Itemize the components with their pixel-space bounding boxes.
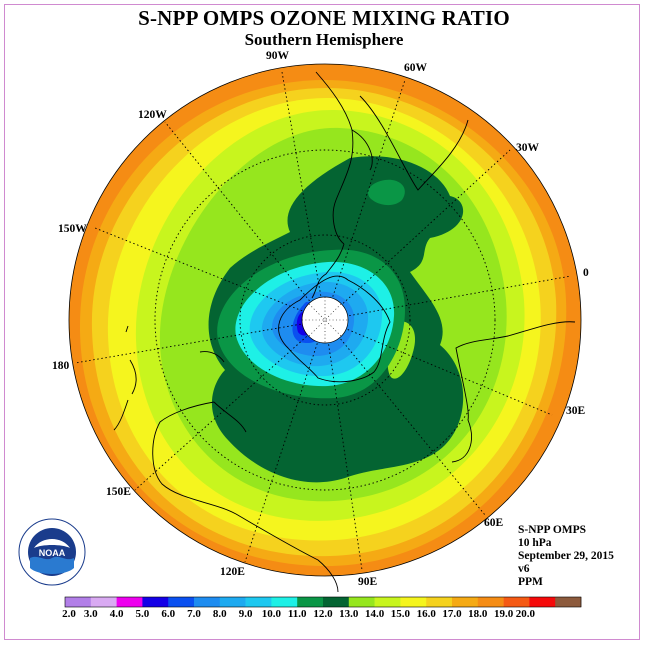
- lon-label-120e: 120E: [220, 566, 245, 578]
- lon-label-0: 0: [583, 267, 589, 279]
- meridian-line: [324, 319, 363, 571]
- map-outline: [68, 63, 582, 577]
- lon-label-30w: 30W: [516, 142, 539, 154]
- meridian-line: [308, 303, 342, 337]
- colorbar-segment: [452, 597, 479, 607]
- meridian-line: [308, 303, 342, 337]
- colorbar-segment: [116, 597, 143, 607]
- colorbar-segment: [168, 597, 195, 607]
- lon-label-90e: 90E: [358, 576, 378, 588]
- lon-label-90w: 90W: [266, 50, 289, 62]
- lon-label-60e: 60E: [484, 517, 504, 529]
- colorbar-tick-label: 15.0: [390, 608, 411, 620]
- colorbar-tick-label: 17.0: [442, 608, 462, 620]
- colorbar-segment: [297, 597, 324, 607]
- colorbar: [64, 596, 582, 608]
- colorbar-segment: [374, 597, 401, 607]
- graticule: [74, 71, 572, 571]
- chart-subtitle: Southern Hemisphere: [244, 30, 404, 49]
- info-level: 10 hPa: [518, 537, 552, 549]
- colorbar-tick-label: 20.0: [515, 608, 536, 620]
- africa-coast: [451, 321, 576, 463]
- chart-title: S-NPP OMPS OZONE MIXING RATIO: [138, 6, 510, 30]
- noaa-logo: NOAA: [18, 518, 86, 586]
- colorbar-segment: [65, 597, 92, 607]
- island-coast: [199, 351, 225, 363]
- colorbar-segment: [426, 597, 453, 607]
- colorbar-tick-label: 9.0: [238, 608, 253, 620]
- australia-coast: [152, 401, 339, 593]
- colorbar-tick-label: 6.0: [161, 608, 176, 620]
- antarctica-coast: [278, 275, 391, 383]
- meridian-line: [324, 79, 406, 321]
- meridian-line: [134, 319, 326, 491]
- lon-label-60w: 60W: [404, 62, 427, 74]
- island-coast: [125, 325, 129, 333]
- ozone-band-11-ring: [367, 179, 405, 206]
- logo-text: NOAA: [39, 548, 66, 558]
- meridian-line: [324, 149, 511, 321]
- colorbar-tick-label: 8.0: [212, 608, 227, 620]
- colorbar-segment: [477, 597, 504, 607]
- colorbar-segment: [400, 597, 427, 607]
- colorbar-tick-label: 2.0: [62, 608, 76, 620]
- meridian-line: [244, 319, 326, 563]
- colorbar-tick-label: 11.0: [287, 608, 307, 620]
- colorbar-outline: [64, 596, 582, 608]
- lon-label-180: 180: [52, 360, 70, 372]
- new-zealand-coast: [113, 399, 129, 431]
- figure-frame: [4, 4, 640, 640]
- latitude-circle: [154, 149, 496, 491]
- info-date: September 29, 2015: [518, 550, 614, 562]
- colorbar-segment: [555, 597, 582, 607]
- info-units: PPM: [518, 576, 543, 588]
- south-america-coast: [315, 71, 469, 245]
- meridian-line: [324, 275, 572, 321]
- colorbar-tick-label: 13.0: [339, 608, 359, 620]
- colorbar-tick-label: 3.0: [83, 608, 98, 620]
- colorbar-segment: [219, 597, 246, 607]
- colorbar-tick-label: 14.0: [364, 608, 385, 620]
- colorbar-tick-label: 12.0: [313, 608, 333, 620]
- cap-graticule: [302, 297, 348, 343]
- colorbar-tick-label: 4.0: [109, 608, 124, 620]
- colorbar-segment: [90, 597, 117, 607]
- new-zealand-coast: [129, 359, 137, 395]
- colorbar-segment: [348, 597, 375, 607]
- antarctic-peninsula-coast: [311, 243, 345, 299]
- colorbar-segment: [529, 597, 556, 607]
- colorbar-tick-label: 5.0: [135, 608, 150, 620]
- meridian-line: [324, 319, 553, 416]
- meridian-line: [74, 319, 326, 364]
- colorbar-tick-label: 16.0: [416, 608, 436, 620]
- meridian-line: [324, 319, 486, 516]
- meridian-line: [281, 71, 326, 321]
- meridian-line: [164, 121, 326, 321]
- latitude-circle: [239, 234, 411, 406]
- colorbar-tick-label: 19.0: [493, 608, 514, 620]
- colorbar-tick-label: 7.0: [187, 608, 201, 620]
- meridian-line: [94, 227, 326, 321]
- info-instrument: S-NPP OMPS: [518, 524, 587, 536]
- colorbar-tick-label: 10.0: [261, 608, 282, 620]
- colorbar-segment: [245, 597, 272, 607]
- colorbar-segment: [194, 597, 221, 607]
- lon-label-120w: 120W: [138, 109, 167, 121]
- coastlines: [113, 71, 576, 593]
- lon-label-150e: 150E: [106, 486, 131, 498]
- colorbar-segment: [142, 597, 169, 607]
- colorbar-segment: [503, 597, 530, 607]
- info-version: v6: [518, 563, 530, 575]
- lon-label-150w: 150W: [58, 223, 87, 235]
- colorbar-segment: [271, 597, 298, 607]
- lon-label-30e: 30E: [566, 405, 586, 417]
- colorbar-segment: [323, 597, 350, 607]
- colorbar-tick-label: 18.0: [468, 608, 488, 620]
